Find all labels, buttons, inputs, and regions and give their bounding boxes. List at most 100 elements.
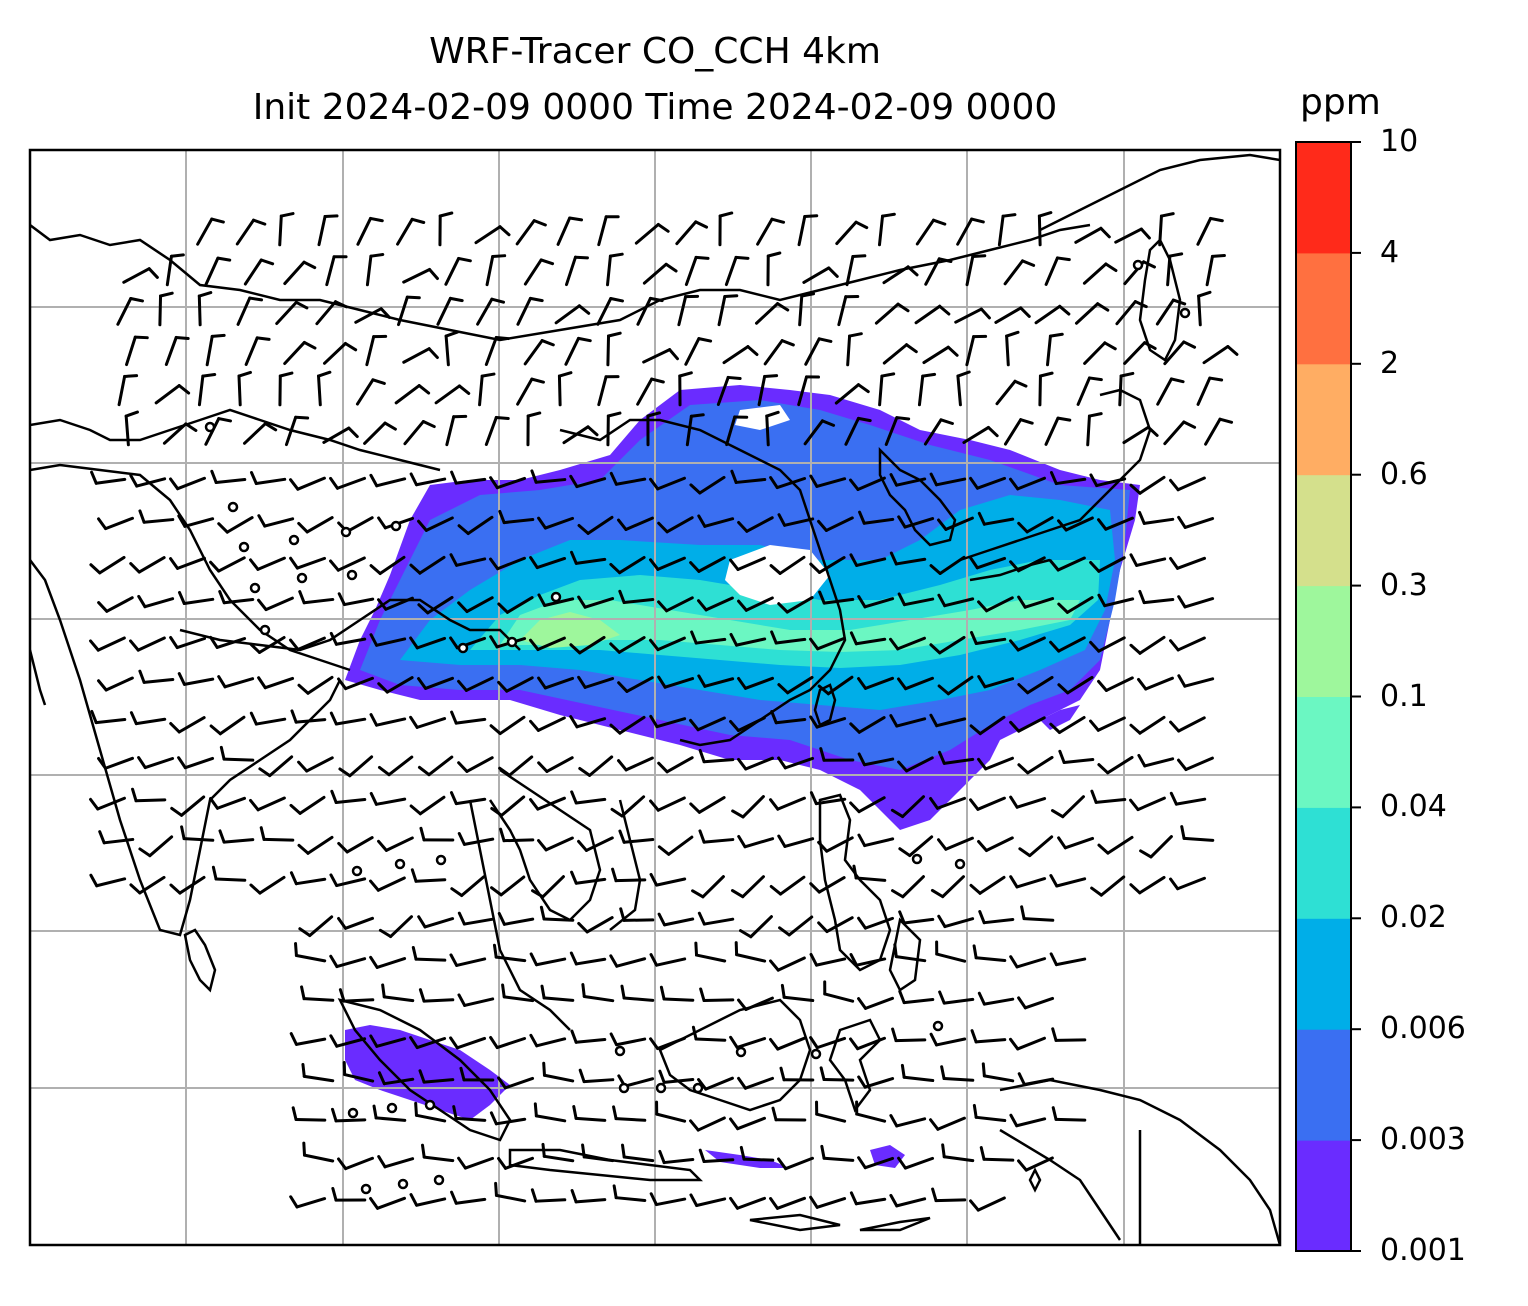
- wind-barb-flag: [369, 252, 385, 258]
- wind-barb-flag: [498, 225, 511, 237]
- wind-barb-flag: [177, 384, 191, 395]
- wind-barb-shaft: [743, 837, 775, 849]
- wind-barb-flag: [89, 797, 100, 811]
- wind-barb-shaft: [344, 676, 374, 691]
- wind-barb-flag: [499, 827, 506, 843]
- wind-barb-shaft: [374, 1116, 407, 1122]
- wind-barb-shaft: [634, 222, 660, 245]
- wind-barb-shaft: [1015, 957, 1047, 969]
- wind-barb-shaft: [736, 716, 766, 733]
- wind-barb-shaft: [745, 516, 774, 533]
- wind-barb-flag: [849, 631, 858, 646]
- wind-barb-flag: [1018, 847, 1032, 858]
- wind-barb-flag: [1050, 809, 1065, 819]
- wind-barb-flag: [490, 297, 505, 304]
- wind-barb-flag: [977, 511, 986, 526]
- wind-barb-shaft: [356, 216, 373, 246]
- wind-barb-shaft: [984, 836, 1014, 853]
- wind-barb-shaft: [703, 517, 735, 528]
- gridlines: [30, 150, 1280, 1245]
- wind-barb-shaft: [378, 555, 406, 575]
- wind-barb-shaft: [165, 254, 173, 287]
- wind-barb-flag: [138, 669, 146, 684]
- wind-barb-shaft: [1046, 334, 1052, 367]
- wind-barb-shaft: [1017, 716, 1046, 733]
- wind-barb-shaft: [798, 294, 804, 327]
- map-title-line1: WRF-Tracer CO_CCH 4km: [429, 31, 881, 72]
- wind-barb-flag: [302, 340, 317, 350]
- wind-barb-flag: [210, 469, 218, 485]
- wind-barb-shaft: [494, 955, 527, 963]
- wind-barb-shaft: [1016, 636, 1046, 652]
- wind-barb-shaft: [743, 1076, 775, 1090]
- wind-barb-shaft: [1097, 556, 1126, 573]
- wind-barb-shaft: [1138, 635, 1166, 655]
- wind-barb-shaft: [1183, 677, 1215, 688]
- wind-barb-shaft: [856, 476, 886, 491]
- wind-barb-flag: [889, 551, 898, 566]
- wind-barb-shaft: [1115, 300, 1137, 326]
- wind-barb-shaft: [1202, 345, 1230, 365]
- wind-barb-flag: [409, 636, 419, 650]
- wind-barb-flag: [609, 954, 619, 968]
- wind-barb-flag: [418, 1069, 426, 1084]
- wind-barb-shaft: [908, 835, 934, 858]
- wind-barb-shaft: [642, 262, 668, 285]
- wind-barb-flag: [929, 1032, 939, 1047]
- wind-barb-flag: [931, 218, 947, 226]
- wind-barb-flag: [1210, 254, 1226, 258]
- wind-barb-flag: [489, 476, 499, 490]
- wind-barb-flag: [780, 983, 786, 999]
- wind-barb-flag: [929, 472, 938, 487]
- wind-barb-shaft: [1017, 556, 1046, 573]
- wind-barb-flag: [889, 1114, 899, 1128]
- wind-barb-shaft: [474, 225, 502, 245]
- wind-barb-flag: [147, 267, 159, 279]
- wind-barb-shaft: [1058, 716, 1086, 734]
- wind-barb-flag: [889, 1193, 899, 1208]
- wind-barb-shaft: [1094, 798, 1127, 804]
- wind-barb-shaft: [734, 478, 767, 484]
- wind-barb-shaft: [534, 957, 567, 967]
- wind-barb-shaft: [574, 957, 607, 966]
- wind-barb-shaft: [662, 997, 695, 1002]
- wind-barb-flag: [279, 212, 295, 218]
- wind-barb-shaft: [375, 1196, 407, 1210]
- wind-barb-flag: [97, 756, 107, 770]
- wind-barb-shaft: [882, 265, 910, 285]
- wind-barb-flag: [170, 806, 184, 817]
- wind-barb-shaft: [935, 717, 967, 728]
- wind-barb-shaft: [845, 254, 855, 287]
- wind-barb-shaft: [454, 1116, 487, 1122]
- wind-barb-shaft: [724, 255, 738, 287]
- wind-barb-shaft: [257, 636, 286, 654]
- wind-barb-shaft: [222, 597, 255, 605]
- wind-barb-shaft: [614, 1037, 647, 1047]
- wind-barb-flag: [494, 335, 510, 341]
- wind-barb-flag: [898, 847, 912, 858]
- wind-barb-flag: [530, 469, 538, 484]
- wind-barb-flag: [297, 760, 309, 773]
- wind-barb-shaft: [96, 636, 126, 652]
- wind-barb-shaft: [134, 717, 167, 726]
- wind-barb-shaft: [685, 414, 693, 447]
- wind-barb-shaft: [1055, 877, 1087, 888]
- wind-barb-flag: [169, 883, 182, 895]
- wind-barb-flag: [343, 342, 358, 352]
- wind-barb-shaft: [717, 294, 727, 327]
- wind-barb-flag: [906, 265, 919, 277]
- wind-barb-shaft: [542, 996, 575, 1002]
- wind-barb-flag: [889, 714, 899, 728]
- wind-barb-shaft: [545, 756, 574, 773]
- wind-barb-flag: [827, 266, 839, 278]
- wind-barb-shaft: [507, 755, 534, 777]
- wind-barb-shaft: [624, 516, 654, 532]
- wind-barb-shaft: [1062, 758, 1095, 764]
- wind-barb-flag: [979, 1146, 986, 1161]
- wind-barb-flag: [1097, 763, 1110, 775]
- wind-barb-flag: [586, 425, 599, 437]
- wind-barb-flag: [849, 953, 859, 967]
- wind-barb-shaft: [701, 875, 725, 899]
- wind-barb-flag: [691, 1025, 698, 1041]
